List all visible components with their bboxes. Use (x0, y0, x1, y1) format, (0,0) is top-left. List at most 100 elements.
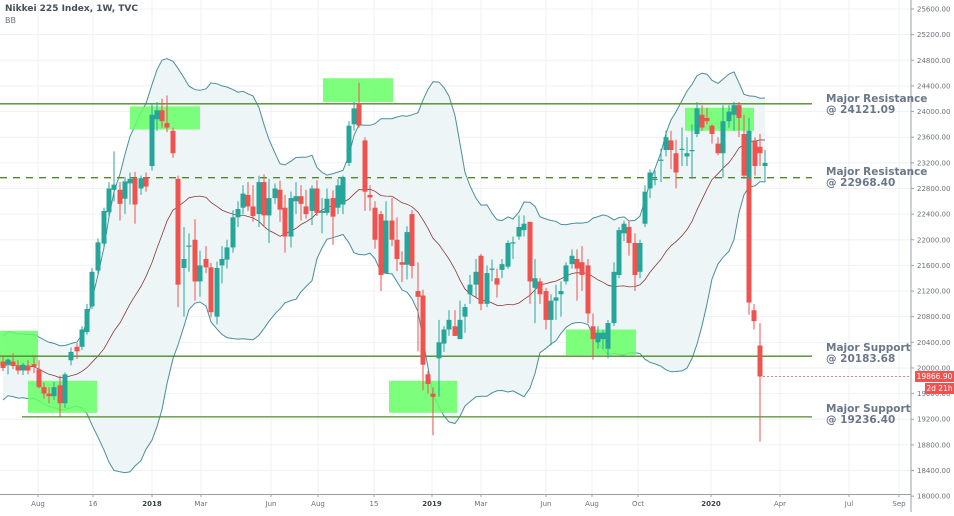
candle[interactable] (478, 253, 484, 311)
candle[interactable] (324, 188, 330, 216)
candle[interactable] (446, 310, 452, 336)
candle[interactable] (235, 201, 241, 227)
candle[interactable] (74, 342, 80, 359)
candle[interactable] (181, 226, 187, 317)
candle[interactable] (494, 268, 500, 298)
candle[interactable] (127, 172, 133, 205)
candle[interactable] (224, 239, 230, 269)
candle[interactable] (314, 180, 320, 217)
candle[interactable] (138, 175, 144, 195)
candle[interactable] (159, 98, 165, 128)
candle[interactable] (356, 82, 362, 128)
candle[interactable] (10, 353, 16, 370)
candle[interactable] (699, 105, 705, 131)
candle[interactable] (149, 103, 155, 171)
candle[interactable] (154, 101, 160, 131)
candle[interactable] (340, 175, 346, 215)
candle[interactable] (298, 185, 304, 221)
candle[interactable] (425, 371, 431, 394)
candle[interactable] (626, 220, 632, 256)
candle[interactable] (346, 121, 352, 167)
candle[interactable] (532, 258, 538, 324)
price-axis[interactable]: 25600.00 25200.00 24800.00 24400.00 24000.00… (910, 0, 954, 512)
candle[interactable] (637, 239, 643, 279)
candle[interactable] (319, 198, 325, 234)
candle[interactable] (309, 185, 315, 226)
candle[interactable] (117, 182, 123, 221)
candle[interactable] (548, 294, 554, 346)
candle[interactable] (420, 289, 426, 391)
candle[interactable] (452, 310, 458, 336)
candle[interactable] (658, 148, 664, 183)
candle[interactable] (36, 360, 42, 389)
candle[interactable] (462, 303, 468, 333)
candle[interactable] (404, 226, 410, 280)
candle[interactable] (694, 101, 700, 138)
candle[interactable] (389, 198, 395, 247)
candle[interactable] (20, 362, 26, 376)
candle[interactable] (164, 95, 170, 133)
candle[interactable] (457, 300, 463, 340)
candle[interactable] (282, 194, 288, 253)
candle[interactable] (558, 281, 564, 317)
candle[interactable] (46, 387, 52, 404)
candle[interactable] (399, 251, 405, 283)
candle[interactable] (256, 175, 262, 227)
candle[interactable] (31, 355, 37, 374)
candle[interactable] (240, 185, 246, 215)
candle[interactable] (203, 246, 209, 274)
candle[interactable] (106, 182, 112, 218)
candle[interactable] (505, 240, 511, 269)
candle[interactable] (84, 303, 90, 335)
candle[interactable] (736, 101, 742, 138)
candle-latest[interactable] (757, 323, 763, 442)
candle[interactable] (605, 319, 611, 359)
candle[interactable] (516, 215, 522, 240)
candle[interactable] (394, 217, 400, 272)
candle[interactable] (197, 250, 203, 297)
candle[interactable] (409, 210, 415, 279)
candle[interactable] (467, 275, 473, 304)
candle[interactable] (5, 358, 11, 375)
candle[interactable] (272, 183, 278, 204)
candle[interactable] (715, 137, 721, 156)
candle[interactable] (574, 249, 580, 301)
candle[interactable] (684, 137, 690, 167)
candle[interactable] (543, 287, 549, 330)
candle[interactable] (367, 185, 373, 211)
candle[interactable] (288, 191, 294, 248)
candle[interactable] (170, 127, 176, 158)
candle[interactable] (372, 201, 378, 249)
candle[interactable] (245, 182, 251, 211)
candle[interactable] (679, 127, 685, 167)
candle[interactable] (600, 329, 606, 349)
candle[interactable] (499, 258, 505, 279)
candle[interactable] (537, 278, 543, 304)
candle[interactable] (101, 207, 107, 248)
candle[interactable] (214, 261, 220, 325)
candle[interactable] (762, 150, 768, 183)
candle[interactable] (757, 133, 763, 167)
candle[interactable] (668, 130, 674, 170)
candle[interactable] (293, 182, 299, 215)
candle[interactable] (741, 114, 747, 179)
candle[interactable] (89, 267, 95, 309)
candle[interactable] (132, 171, 138, 224)
candle[interactable] (720, 105, 726, 178)
candle[interactable] (652, 170, 658, 186)
candle[interactable] (41, 382, 47, 399)
candle[interactable] (473, 258, 479, 298)
candle[interactable] (266, 178, 272, 243)
time-axis[interactable]: Aug 16 2018 Mar Jun Aug 15 2019 Mar Jun Aug Oct 2020… (0, 494, 911, 512)
candle[interactable] (673, 139, 679, 189)
candle[interactable] (143, 172, 149, 192)
candle[interactable] (611, 262, 617, 327)
candle[interactable] (663, 130, 669, 157)
candle[interactable] (553, 284, 559, 320)
candle[interactable] (642, 185, 648, 227)
candle[interactable] (51, 382, 57, 401)
candle[interactable] (57, 375, 63, 417)
candle[interactable] (261, 174, 267, 227)
